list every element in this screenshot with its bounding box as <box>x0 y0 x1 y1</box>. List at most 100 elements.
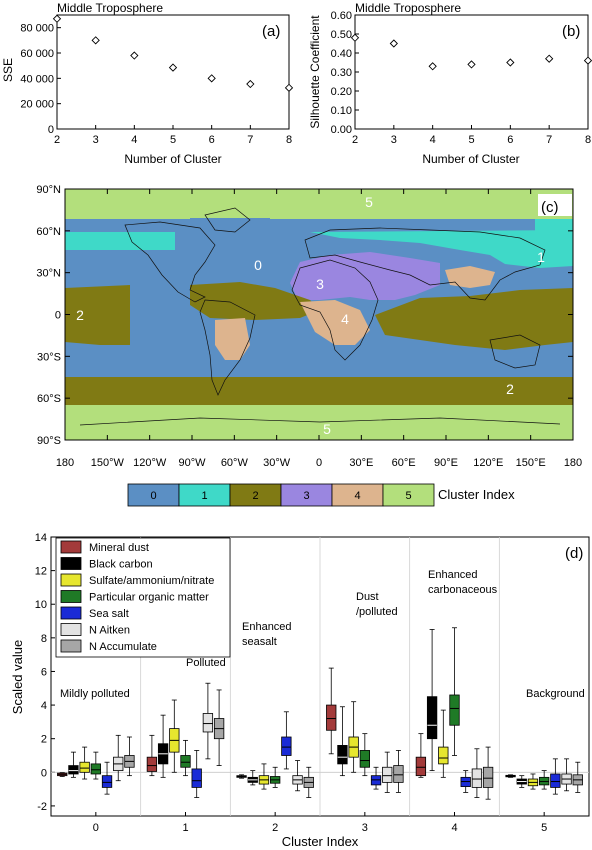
region-cluster-2-atlantic <box>190 282 320 320</box>
x-tick-label: 3 <box>362 822 368 834</box>
panel-a-title: Middle Troposphere <box>57 1 163 15</box>
panel-c-label-box <box>538 194 572 216</box>
lat-tick-label: 30°N <box>36 268 61 280</box>
lat-tick-label: 60°S <box>37 393 61 405</box>
panel-b-axes: 2 3 4 5 6 7 8 0.00 0.10 0.20 0.30 0.40 0.50 0.60 <box>331 10 591 146</box>
panel-a-xlabel: Number of Cluster <box>124 152 221 166</box>
lon-tick-label: 90°W <box>178 457 206 469</box>
box <box>68 765 79 775</box>
x-tick-label: 8 <box>286 134 292 146</box>
panel-d-group-titles: Mildly polluted Polluted Enhanced seasalt Du… <box>60 569 585 700</box>
region-label: 4 <box>341 311 349 327</box>
panel-a-ylabel: SSE <box>1 58 15 82</box>
colorbar-label: 1 <box>201 490 207 502</box>
region-label: 2 <box>506 381 514 397</box>
panel-d-boxes <box>57 627 583 800</box>
x-tick-label: 2 <box>352 134 358 146</box>
data-point-diamond <box>246 79 255 89</box>
panel-b-label: (b) <box>562 23 580 40</box>
y-tick-label: 0.20 <box>331 86 352 98</box>
colorbar-label: 0 <box>150 490 156 502</box>
data-point-diamond <box>91 36 100 45</box>
box <box>146 756 158 772</box>
region-cluster-1-atlantic <box>65 232 175 250</box>
legend-label: Black carbon <box>89 559 153 571</box>
legend-label: Mineral dust <box>89 542 149 554</box>
group-title: carbonaceous <box>428 584 498 596</box>
box <box>449 694 460 726</box>
panel-d-boxplots: (d) Scaled value Cluster Index -20246810… <box>10 532 590 849</box>
data-point-diamond <box>545 54 554 63</box>
box <box>471 768 483 788</box>
x-tick-label: 3 <box>93 134 99 146</box>
legend-label: Sea salt <box>89 608 129 620</box>
box <box>202 713 214 733</box>
box <box>191 768 202 788</box>
box <box>359 750 370 768</box>
x-tick-label: 4 <box>430 134 436 146</box>
region-cluster-0-north-atlantic <box>190 218 270 230</box>
legend-swatch <box>60 606 82 620</box>
panel-a-label: (a) <box>262 23 280 40</box>
lon-tick-label: 120°W <box>133 457 167 469</box>
coastline-antarctica <box>79 417 561 426</box>
colorbar-label: 2 <box>252 490 258 502</box>
x-tick-label: 8 <box>585 134 591 146</box>
y-tick-label: 6 <box>41 666 47 678</box>
panel-a-points <box>52 14 294 92</box>
region-label: 5 <box>365 194 373 210</box>
legend-label: Sulfate/ammonium/nitrate <box>89 575 214 587</box>
y-tick-label: 4 <box>41 700 47 712</box>
region-cluster-2-south <box>65 377 573 405</box>
y-tick-label: 0.30 <box>331 67 352 79</box>
x-tick-label: 0 <box>93 822 99 834</box>
legend-label: Particular organic matter <box>89 592 209 604</box>
x-tick-label: 2 <box>272 822 278 834</box>
group-title: Polluted <box>186 657 226 669</box>
x-tick-label: 6 <box>209 134 215 146</box>
legend-swatch <box>60 540 82 554</box>
panel-b-silhouette-plot: Middle Troposphere (b) Number of Cluster… <box>308 1 592 166</box>
region-label: 0 <box>254 257 262 273</box>
lon-tick-label: 150°E <box>516 457 546 469</box>
y-tick-label: 40 000 <box>20 73 54 85</box>
data-point-diamond <box>583 56 592 65</box>
box <box>482 766 494 788</box>
box <box>281 736 292 756</box>
colorbar-label: 5 <box>405 490 411 502</box>
y-tick-label: 0.60 <box>331 10 352 22</box>
x-tick-label: 4 <box>131 134 137 146</box>
panel-d-xlabel: Cluster Index <box>282 834 359 849</box>
group-title: seasalt <box>242 636 277 648</box>
panel-d-legend: Mineral dust Black carbon Sulfate/ammonium… <box>55 537 231 658</box>
coastline-africa <box>291 259 379 361</box>
region-labels: 5 1 0 3 2 4 2 5 <box>76 194 545 437</box>
data-point-diamond <box>506 58 515 67</box>
coastline-australia <box>489 334 541 369</box>
y-tick-label: -2 <box>37 801 47 813</box>
lon-tick-label: 30°W <box>263 457 291 469</box>
lon-tick-label: 180 <box>564 457 582 469</box>
x-tick-label: 5 <box>541 822 547 834</box>
box <box>326 704 337 731</box>
x-tick-label: 7 <box>247 134 253 146</box>
colorbar-label: 3 <box>303 490 309 502</box>
y-tick-label: 20 000 <box>20 99 54 111</box>
y-tick-label: 8 <box>41 633 47 645</box>
x-tick-label: 4 <box>451 822 457 834</box>
data-point-diamond <box>467 60 476 69</box>
y-tick-label: 0 <box>48 124 54 136</box>
box <box>101 775 113 788</box>
data-point-diamond <box>428 62 437 71</box>
lon-tick-label: 60°E <box>392 457 416 469</box>
legend-label: N Accumulate <box>89 641 157 653</box>
region-cluster-5-south <box>65 405 573 440</box>
lat-tick-label: 90°S <box>37 435 61 447</box>
y-tick-label: 2 <box>41 734 47 746</box>
y-tick-label: 0 <box>41 767 47 779</box>
x-tick-label: 2 <box>54 134 60 146</box>
panel-d-ylabel: Scaled value <box>10 640 25 714</box>
x-tick-label: 7 <box>546 134 552 146</box>
y-tick-label: 0.00 <box>331 124 352 136</box>
